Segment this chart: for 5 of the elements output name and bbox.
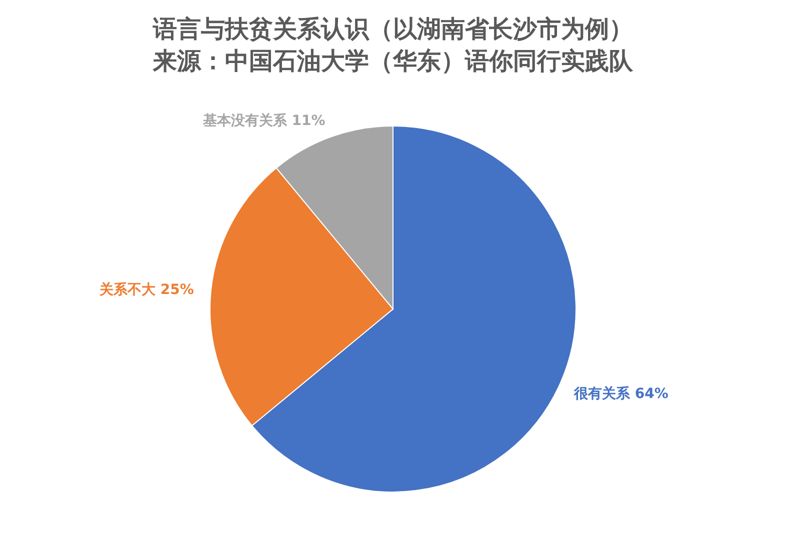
slice-label: 很有关系 64%: [572, 385, 668, 402]
slice-label: 基本没有关系 11%: [202, 112, 326, 129]
chart-title: 语言与扶贫关系认识（以湖南省长沙市为例）: [152, 15, 633, 43]
slice-label: 关系不大 25%: [98, 281, 194, 298]
chart-subtitle: 来源：中国石油大学（华东）语你同行实践队: [152, 47, 634, 75]
